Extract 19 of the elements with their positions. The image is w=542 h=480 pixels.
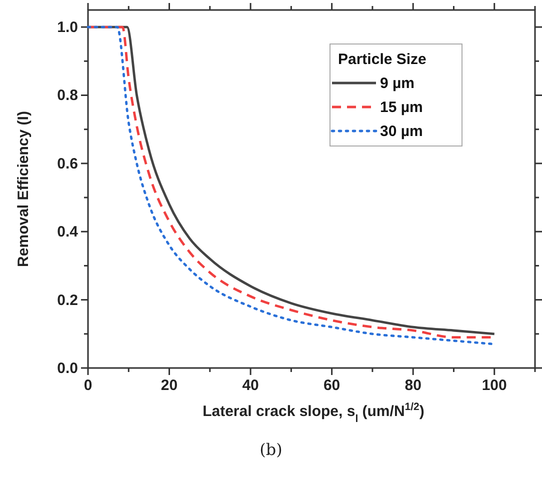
legend-title: Particle Size bbox=[338, 51, 426, 68]
y-tick-label: 0.2 bbox=[57, 292, 78, 309]
y-tick-label: 0.8 bbox=[57, 87, 78, 104]
y-tick-label: 0.0 bbox=[57, 360, 78, 377]
legend-label: 15 µm bbox=[380, 99, 423, 116]
y-tick-label: 0.4 bbox=[57, 224, 79, 241]
x-tick-label: 20 bbox=[160, 377, 178, 394]
legend-label: 30 µm bbox=[380, 123, 423, 140]
x-axis-title: Lateral crack slope, s$_{l}$ (um/N$^{1/2}$) bbox=[202, 401, 424, 425]
x-tick-label: 40 bbox=[242, 377, 259, 394]
y-tick-label: 0.6 bbox=[57, 155, 78, 172]
y-axis-title: Removal Efficiency (I) bbox=[15, 111, 32, 267]
legend-label: 9 µm bbox=[380, 75, 414, 92]
x-tick-label: 80 bbox=[404, 377, 422, 394]
x-tick-label: 0 bbox=[84, 377, 92, 394]
y-tick-label: 1.0 bbox=[57, 19, 78, 36]
x-tick-label: 100 bbox=[482, 377, 507, 394]
x-tick-label: 60 bbox=[323, 377, 340, 394]
text: (b) bbox=[260, 440, 282, 459]
